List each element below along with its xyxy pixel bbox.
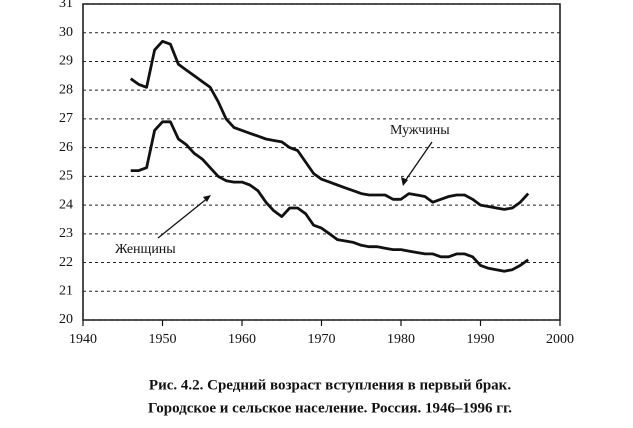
y-tick-label: 30 [59, 25, 73, 40]
x-tick-label: 1970 [308, 332, 336, 347]
y-tick-label: 25 [59, 169, 73, 184]
y-tick-label: 22 [59, 255, 73, 270]
annotation-arrow [402, 141, 433, 185]
y-tick-label: 24 [59, 197, 73, 212]
caption: Городское и сельское население. Россия. … [148, 400, 512, 416]
x-tick-label: 1990 [467, 332, 495, 347]
caption: Рис. 4.2. Средний возраст вступления в п… [149, 377, 511, 393]
arrow-head [401, 177, 408, 186]
x-tick-label: 1950 [149, 332, 177, 347]
y-tick-label: 31 [59, 0, 73, 11]
x-tick-label: 1980 [387, 332, 415, 347]
arrow-head [203, 195, 211, 202]
series-label: Мужчины [390, 123, 450, 138]
series-line [130, 120, 530, 273]
x-tick-label: 2000 [546, 332, 574, 347]
x-tick-label: 1940 [69, 332, 97, 347]
y-tick-label: 28 [59, 82, 73, 97]
series-label: Женщины [115, 242, 176, 257]
annotation-arrow [157, 196, 210, 239]
y-tick-label: 29 [59, 54, 73, 69]
y-tick-label: 23 [59, 226, 73, 241]
series-line [129, 39, 530, 211]
y-tick-label: 20 [59, 312, 73, 327]
x-tick-label: 1960 [228, 332, 256, 347]
y-tick-label: 21 [59, 283, 73, 298]
y-tick-label: 26 [59, 140, 73, 155]
y-tick-label: 27 [59, 111, 73, 126]
